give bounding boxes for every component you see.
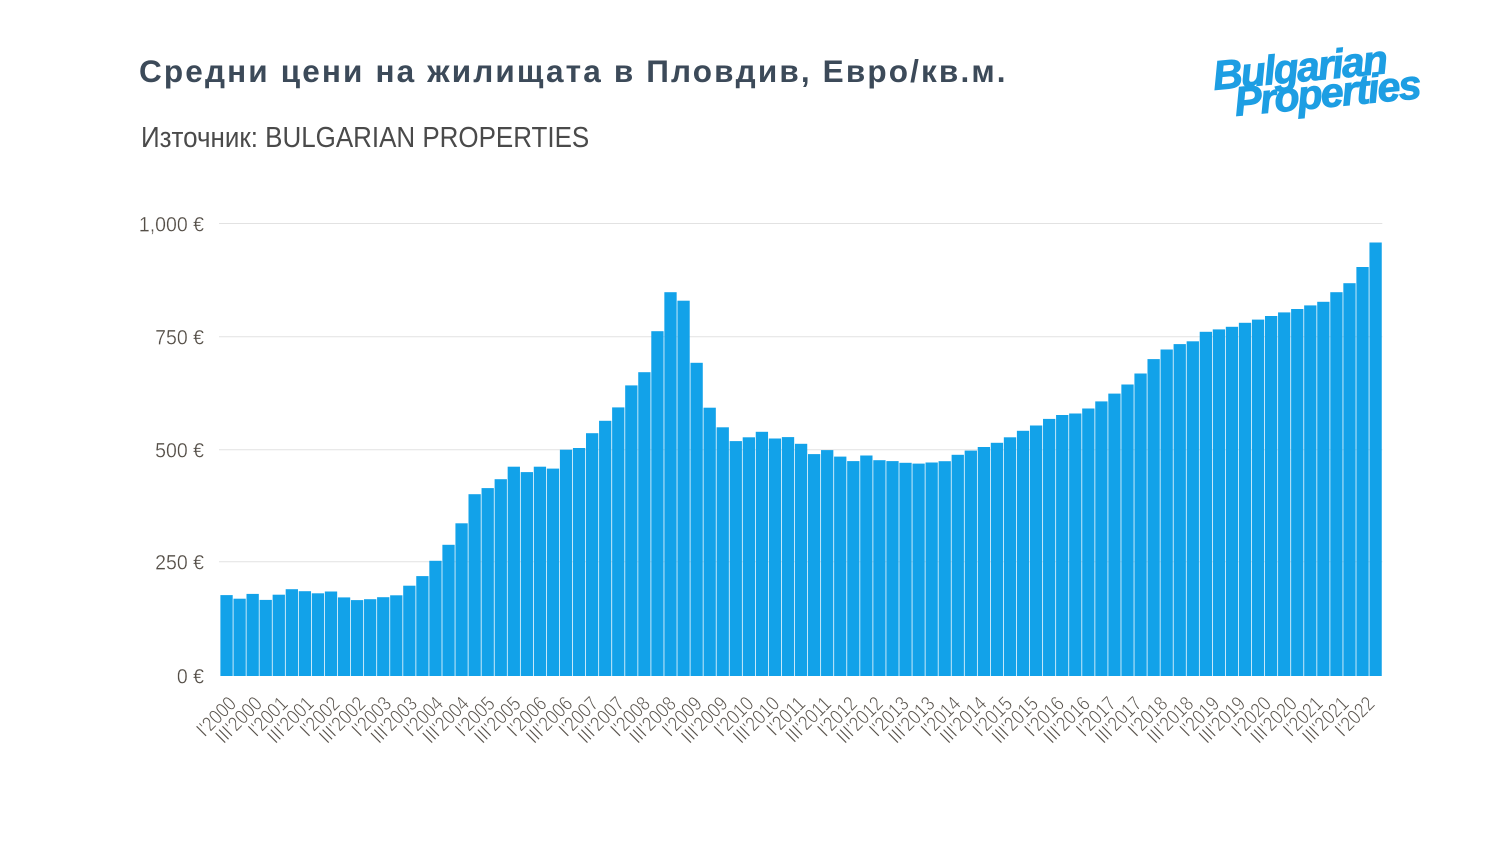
svg-text:1,000 €: 1,000 € <box>139 214 204 237</box>
svg-text:250 €: 250 € <box>155 552 204 575</box>
svg-text:750 €: 750 € <box>155 327 204 350</box>
svg-text:500 €: 500 € <box>155 440 204 463</box>
svg-text:0 €: 0 € <box>177 666 204 689</box>
